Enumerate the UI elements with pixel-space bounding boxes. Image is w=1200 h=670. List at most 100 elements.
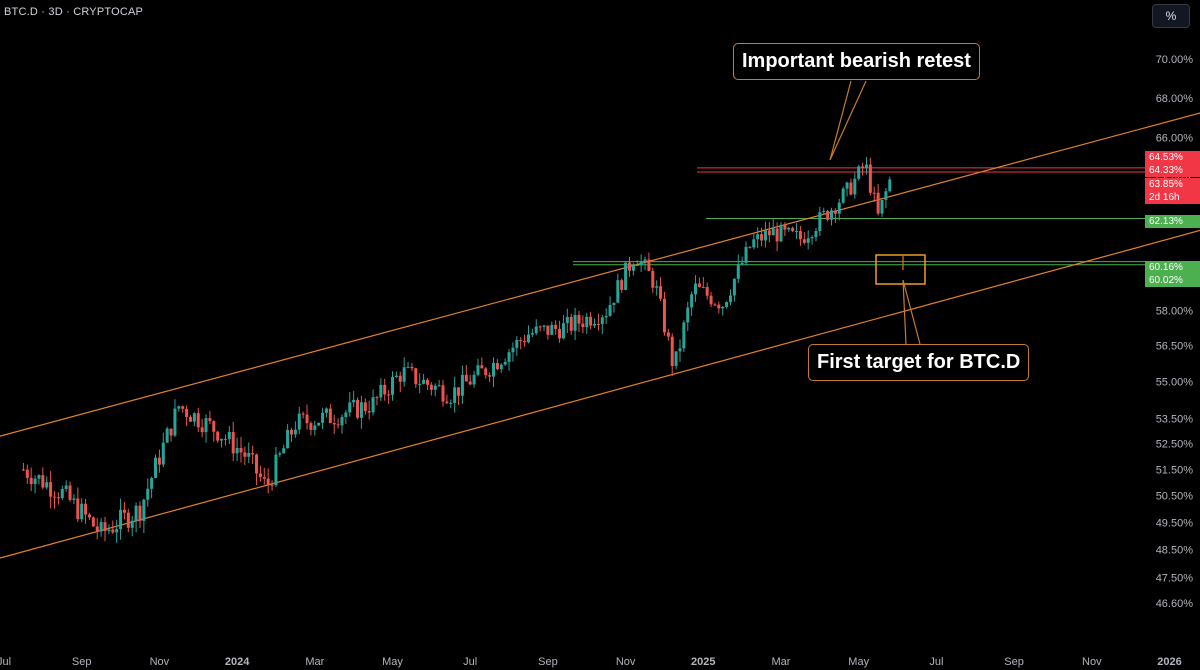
candle-38 <box>169 428 173 442</box>
y-tick-label-12: 50.50% <box>1156 491 1194 503</box>
candle-149 <box>600 314 604 335</box>
candle-60 <box>255 453 259 485</box>
candle-90 <box>371 389 375 416</box>
candle-25 <box>119 498 123 540</box>
candle-169 <box>678 339 682 362</box>
candle-133 <box>538 325 542 332</box>
candle-45 <box>196 407 200 433</box>
candle-151 <box>608 296 612 317</box>
candle-157 <box>631 262 635 276</box>
candle-114 <box>464 364 468 382</box>
candle-126 <box>511 342 515 362</box>
candle-154 <box>620 278 624 293</box>
candle-152 <box>612 302 616 313</box>
candle-119 <box>484 367 488 379</box>
annotation-bearish-retest: Important bearish retest <box>733 43 980 80</box>
candle-48 <box>208 410 212 425</box>
candle-75 <box>313 420 317 436</box>
y-tick-label-8: 55.00% <box>1156 377 1194 389</box>
candle-78 <box>324 407 328 418</box>
candle-106 <box>433 383 437 397</box>
candle-148 <box>596 313 600 331</box>
candle-177 <box>709 292 713 308</box>
candle-24 <box>115 519 119 543</box>
x-tick-label-11: May <box>848 656 869 668</box>
candle-198 <box>791 226 795 233</box>
candle-53 <box>227 425 231 445</box>
price-label-0: 64.53% <box>1145 151 1200 164</box>
candle-128 <box>519 337 523 350</box>
candle-0 <box>21 462 25 472</box>
y-tick-label-13: 49.50% <box>1156 517 1194 529</box>
candle-185 <box>740 256 744 266</box>
candle-219 <box>872 186 876 202</box>
candle-220 <box>876 183 880 216</box>
candle-203 <box>810 235 814 245</box>
candle-164 <box>659 277 663 302</box>
candle-63 <box>266 468 270 494</box>
candle-17 <box>87 512 91 521</box>
y-tick-label-2: 66.00% <box>1156 133 1194 145</box>
candle-170 <box>682 320 686 353</box>
candle-23 <box>111 520 115 535</box>
candle-31 <box>142 498 146 534</box>
candle-42 <box>185 405 189 426</box>
candle-196 <box>783 222 787 237</box>
candle-175 <box>701 276 705 289</box>
y-tick-label-10: 52.50% <box>1156 439 1194 451</box>
percent-scale-button[interactable]: % <box>1152 4 1190 28</box>
candle-182 <box>728 289 732 306</box>
candle-122 <box>495 359 499 371</box>
candle-115 <box>468 374 472 386</box>
candle-156 <box>627 256 631 277</box>
candle-76 <box>317 422 321 427</box>
channel-line-1 <box>0 229 1200 559</box>
candle-51 <box>220 438 224 448</box>
retest-pointer <box>829 80 867 161</box>
candle-98 <box>402 357 406 387</box>
candle-70 <box>293 421 297 438</box>
candle-211 <box>841 186 845 205</box>
target-pointer <box>902 255 921 345</box>
price-label-3: 2d 16h <box>1145 191 1200 204</box>
x-tick-label-12: Jul <box>929 656 943 668</box>
candle-159 <box>639 254 643 273</box>
price-label-5: 60.16% <box>1145 261 1200 274</box>
x-tick-label-15: 2026 <box>1157 656 1181 668</box>
candle-223 <box>888 176 892 193</box>
candle-69 <box>289 427 293 442</box>
candle-58 <box>247 442 251 464</box>
candle-52 <box>223 434 227 446</box>
candle-92 <box>379 378 383 402</box>
y-tick-label-14: 48.50% <box>1156 545 1194 557</box>
candle-163 <box>655 280 659 296</box>
candle-188 <box>752 232 756 250</box>
candle-202 <box>806 230 810 250</box>
candle-167 <box>670 333 674 376</box>
candle-111 <box>453 376 457 413</box>
candle-50 <box>216 430 220 443</box>
candle-134 <box>542 324 546 332</box>
price-label-1: 64.33% <box>1145 164 1200 177</box>
candle-19 <box>95 518 99 540</box>
price-label-4: 62.13% <box>1145 215 1200 228</box>
x-tick-label-5: May <box>382 656 403 668</box>
candle-8 <box>53 491 57 509</box>
x-tick-label-1: Sep <box>72 656 92 668</box>
channel-line-0 <box>0 112 1200 437</box>
candle-137 <box>554 320 558 335</box>
candle-117 <box>476 358 480 377</box>
candle-46 <box>200 418 204 438</box>
candle-4 <box>37 474 41 485</box>
candle-95 <box>391 371 394 401</box>
candle-174 <box>697 277 701 288</box>
candle-3 <box>33 475 37 494</box>
candle-171 <box>686 301 690 332</box>
candle-22 <box>107 524 111 535</box>
x-tick-label-7: Sep <box>538 656 558 668</box>
x-tick-label-14: Nov <box>1082 656 1102 668</box>
candle-56 <box>239 436 243 463</box>
target-box <box>875 254 926 285</box>
